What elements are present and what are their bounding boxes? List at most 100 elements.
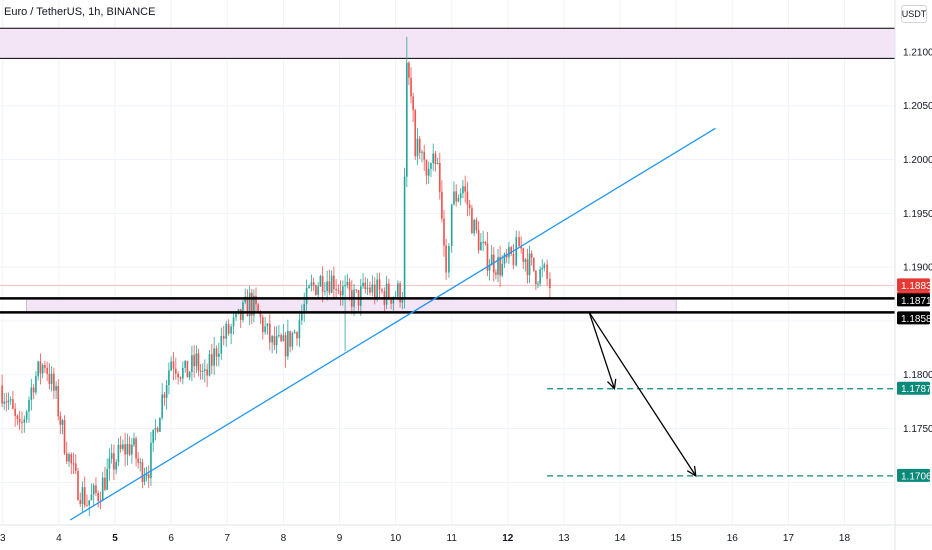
candle-body <box>366 287 369 290</box>
candle-body <box>466 191 469 205</box>
candle-body <box>291 333 294 347</box>
candle-body <box>230 326 232 334</box>
candle-body <box>549 278 551 289</box>
candle-body <box>152 429 155 443</box>
candle-body <box>501 263 504 276</box>
candle-body <box>453 191 455 205</box>
candle-body <box>72 463 75 465</box>
price-tag-label: 1.1858 <box>901 314 932 325</box>
price-tick-label: 1.1800 <box>903 370 932 381</box>
candle-body <box>110 453 113 459</box>
candle-body <box>330 275 333 293</box>
candle-body <box>399 283 401 303</box>
candle-body <box>25 411 28 420</box>
time-tick-label: 9 <box>337 533 343 544</box>
candle-body <box>170 361 172 371</box>
candle-body <box>135 438 137 459</box>
candle-body <box>405 62 408 177</box>
time-tick-label: 11 <box>447 533 458 544</box>
candle-body <box>310 282 313 287</box>
candle-body <box>143 476 146 482</box>
resistance-zone <box>0 28 895 59</box>
candle-body <box>373 284 376 298</box>
candle-body <box>378 279 381 290</box>
candle-body <box>48 373 51 384</box>
candle-body <box>436 163 439 165</box>
candle-body <box>104 477 106 490</box>
candle-body <box>193 355 195 367</box>
candle-body <box>168 370 170 386</box>
currency-button[interactable]: USDT <box>901 5 927 23</box>
candle-body <box>257 304 259 313</box>
arrow-head-2 <box>686 465 697 478</box>
candle-body <box>344 285 346 287</box>
candle-body <box>199 370 202 372</box>
candle-body <box>541 268 544 270</box>
candle-body <box>425 159 428 176</box>
candle-body <box>131 444 133 455</box>
price-axis[interactable] <box>895 0 932 550</box>
candle-body <box>225 323 228 339</box>
candle-body <box>106 468 108 490</box>
candle-body <box>137 458 139 463</box>
candle-body <box>284 335 287 357</box>
candle-body <box>227 323 230 334</box>
candle-body <box>108 458 111 469</box>
candle-body <box>448 245 450 273</box>
candle-body <box>208 354 211 376</box>
candle-body <box>30 387 33 401</box>
candle-body <box>515 237 518 266</box>
candle-body <box>44 365 46 368</box>
candle-body <box>319 276 322 287</box>
candle-body <box>222 335 225 339</box>
candle-body <box>457 197 460 202</box>
candle-body <box>65 453 68 462</box>
candle-body <box>203 369 206 371</box>
candle-body <box>68 454 70 462</box>
candle-body <box>324 291 326 293</box>
candle-body <box>508 247 510 258</box>
time-tick-label: 13 <box>558 533 570 544</box>
candle-body <box>61 420 64 425</box>
candle-body <box>364 282 367 290</box>
candle-body <box>459 193 462 198</box>
candle-body <box>232 317 235 327</box>
candle-body <box>255 295 257 305</box>
candle-body <box>92 485 95 495</box>
candle-body <box>165 385 168 398</box>
candle-body <box>477 230 480 251</box>
candle-body <box>473 219 475 234</box>
candle-body <box>79 499 82 505</box>
candle-body <box>410 77 412 97</box>
price-tag-label: 1.1706 <box>901 471 932 482</box>
candle-body <box>486 243 489 271</box>
candle-body <box>416 138 419 157</box>
price-tag-label: 1.1883 <box>901 281 932 292</box>
time-tick-label: 15 <box>671 533 683 544</box>
candle-body <box>403 176 406 300</box>
candle-body <box>119 444 122 449</box>
candle-body <box>53 373 55 391</box>
candle-body <box>445 245 447 273</box>
candle-body <box>464 186 466 192</box>
candle-body <box>359 286 362 306</box>
candle-body <box>484 241 487 244</box>
candle-body <box>333 275 335 290</box>
candle-body <box>388 283 390 299</box>
price-tag-target <box>897 468 930 482</box>
candle-body <box>206 369 208 376</box>
candle-body <box>475 219 478 231</box>
candle-body <box>74 463 77 471</box>
candle-body <box>346 281 349 286</box>
price-tag-last <box>897 278 930 292</box>
candle-body <box>273 336 276 346</box>
candle-body <box>186 360 189 378</box>
candle-body <box>32 387 35 393</box>
trendline[interactable] <box>69 127 716 521</box>
candle-body <box>122 444 124 449</box>
candle-body <box>480 242 482 251</box>
candle-body <box>163 394 166 398</box>
candle-body <box>172 361 175 369</box>
arrow-head-1 <box>607 378 617 391</box>
